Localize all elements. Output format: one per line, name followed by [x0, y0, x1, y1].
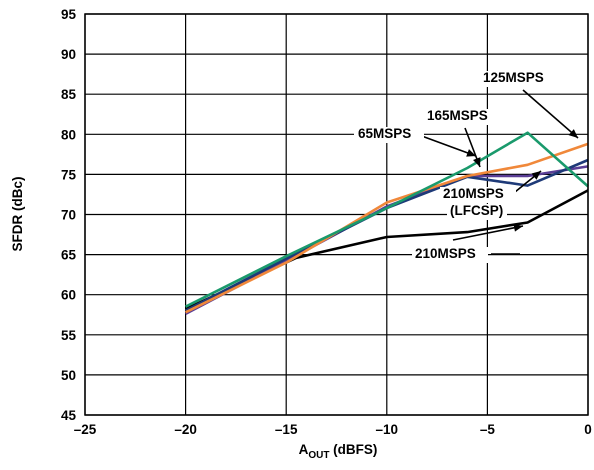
series-line-210msps-lfcsp [185, 158, 589, 312]
y-tick-label: 50 [61, 368, 76, 383]
x-tick-label: –5 [480, 422, 496, 437]
x-tick-label: –10 [376, 422, 399, 437]
annotation-bg [424, 109, 500, 125]
y-tick-label: 80 [61, 127, 76, 142]
annotation-label: 210MSPS [443, 186, 504, 201]
annotation-label: (LFCSP) [450, 203, 503, 218]
y-tick-label: 85 [61, 87, 77, 102]
annotation-leader [452, 225, 524, 241]
y-tick-label: 55 [61, 328, 77, 343]
annotation-label: 125MSPS [483, 70, 544, 85]
annotation-arrowhead [568, 129, 578, 138]
annotations: 125MSPS 165MSPS 65MSPS 210MSPS (LFCSP) 210MSP… [354, 70, 579, 263]
annotation-label: 65MSPS [358, 126, 411, 141]
x-tick-label: –15 [275, 422, 298, 437]
annotation-arrowhead [531, 171, 541, 180]
annotation-leader [522, 89, 579, 139]
annotation-bg [447, 204, 507, 220]
annotation-arrowhead [466, 149, 476, 157]
x-tick-label: –25 [74, 422, 97, 437]
tick-labels: –25 –20 –15 –10 –5 0 45 50 55 60 65 70 75 80 85 90 95 [61, 7, 592, 437]
annotation-leader [418, 134, 477, 157]
y-tick-label: 90 [61, 47, 76, 62]
annotation-bg [440, 187, 516, 203]
annotation-label: 165MSPS [427, 108, 488, 123]
series-line-65msps [185, 131, 589, 308]
y-tick-label: 60 [61, 288, 76, 303]
annotation-arrowhead [513, 223, 523, 232]
x-tick-label: 0 [584, 422, 592, 437]
y-tick-label: 70 [61, 208, 76, 223]
y-tick-label: 75 [61, 167, 77, 182]
y-tick-label: 45 [61, 408, 77, 423]
x-axis-title: AOUT (dBFS) [299, 442, 378, 461]
annotation-bg [412, 247, 488, 263]
y-axis-title: SFDR (dBc) [10, 177, 25, 252]
y-tick-label: 95 [61, 7, 77, 22]
annotation-bg [354, 127, 424, 143]
annotation-arrowhead [473, 157, 481, 167]
annotation-label: 210MSPS [415, 246, 476, 261]
annotation-bg [480, 71, 556, 87]
x-tick-label: –20 [174, 422, 197, 437]
y-tick-label: 65 [61, 248, 77, 263]
plot-frame [84, 13, 589, 416]
